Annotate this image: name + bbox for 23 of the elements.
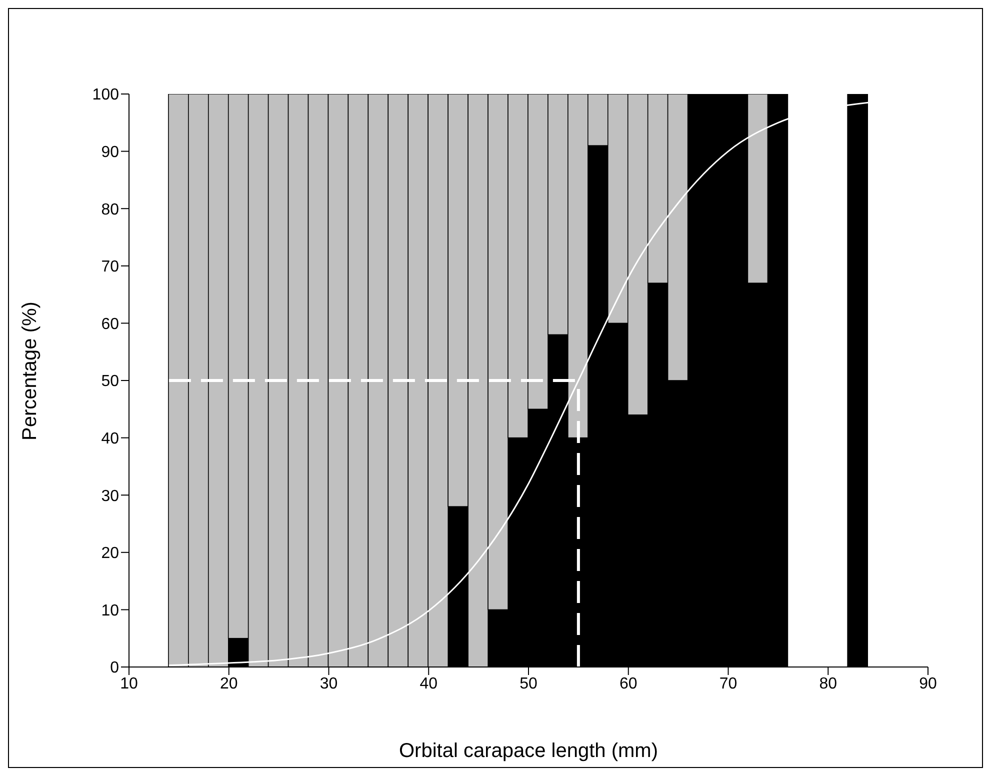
- y-axis-title: Percentage (%): [19, 302, 42, 440]
- x-tick-label: 50: [520, 675, 538, 692]
- y-tick-label: 90: [101, 144, 120, 161]
- y-tick-label: 0: [110, 660, 120, 677]
- x-tick-label: 20: [220, 675, 238, 692]
- y-tick-label: 100: [92, 86, 120, 104]
- x-tick-label: 80: [819, 675, 838, 692]
- y-tick-label: 20: [101, 545, 120, 562]
- x-tick-label: 10: [120, 675, 138, 692]
- y-tick-label: 10: [101, 602, 120, 620]
- x-tick-label: 70: [719, 675, 738, 692]
- y-tick-label: 50: [101, 373, 120, 390]
- x-tick-label: 40: [420, 675, 438, 692]
- x-tick-label: 60: [619, 675, 638, 692]
- x-tick-label: 90: [919, 675, 937, 692]
- y-tick-label: 30: [101, 488, 120, 505]
- line-series: [168, 102, 869, 666]
- y-tick-label: 80: [101, 201, 120, 218]
- y-tick-label: 70: [101, 258, 120, 276]
- y-tick-label: 60: [101, 316, 120, 333]
- y-tick-label: 40: [101, 430, 120, 448]
- x-axis-title: Orbital carapace length (mm): [399, 740, 658, 762]
- x-tick-label: 30: [320, 675, 338, 692]
